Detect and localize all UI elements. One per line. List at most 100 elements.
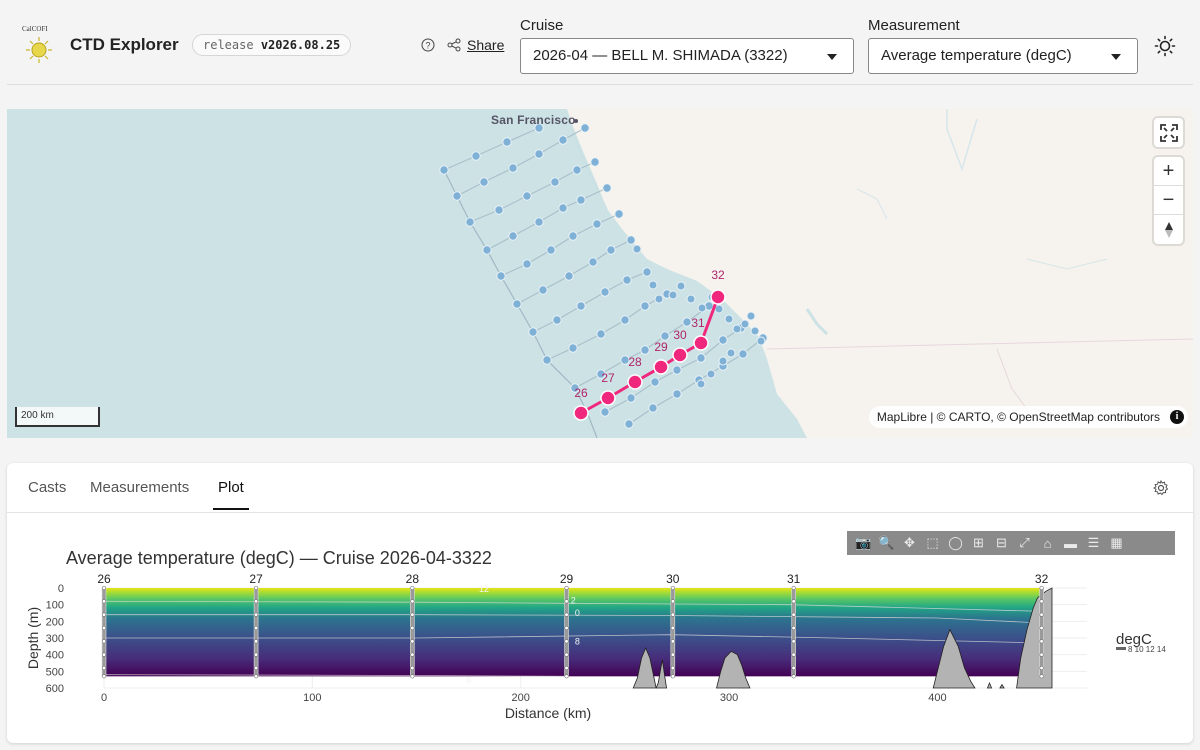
zoom-icon[interactable]: 🔍 xyxy=(878,535,895,550)
zoom-in-button[interactable]: + xyxy=(1154,157,1183,186)
station-marker[interactable] xyxy=(632,244,642,254)
station-marker[interactable] xyxy=(740,319,750,329)
station-marker[interactable] xyxy=(620,355,630,365)
measurement-select[interactable]: Average temperature (degC) xyxy=(868,38,1138,74)
station-marker[interactable] xyxy=(738,349,748,359)
station-marker[interactable] xyxy=(494,205,504,215)
station-marker[interactable] xyxy=(522,259,532,269)
station-points[interactable] xyxy=(439,123,768,429)
selected-station-marker[interactable] xyxy=(653,359,669,375)
station-marker[interactable] xyxy=(756,336,766,346)
station-marker[interactable] xyxy=(696,379,706,389)
station-marker[interactable] xyxy=(568,343,578,353)
station-marker[interactable] xyxy=(538,285,548,295)
selected-transect[interactable]: 26 27 28 29 30 31 32 xyxy=(573,268,726,421)
station-marker[interactable] xyxy=(471,151,481,161)
station-marker[interactable] xyxy=(724,314,734,324)
fullscreen-icon[interactable] xyxy=(1154,118,1183,147)
station-marker[interactable] xyxy=(508,231,518,241)
temperature-heatmap[interactable] xyxy=(104,588,1042,677)
station-marker[interactable] xyxy=(502,137,512,147)
station-marker[interactable] xyxy=(746,311,756,321)
station-marker[interactable] xyxy=(496,271,506,281)
station-marker[interactable] xyxy=(606,245,616,255)
station-marker[interactable] xyxy=(546,245,556,255)
station-marker[interactable] xyxy=(452,191,462,201)
selected-station-marker[interactable] xyxy=(627,374,643,390)
station-marker[interactable] xyxy=(596,329,606,339)
station-marker[interactable] xyxy=(580,123,590,133)
station-marker[interactable] xyxy=(620,315,630,325)
hover-compare-icon[interactable]: ☰ xyxy=(1087,535,1100,550)
station-marker[interactable] xyxy=(718,335,728,345)
gear-icon[interactable] xyxy=(1153,480,1169,496)
station-marker[interactable] xyxy=(648,403,658,413)
station-marker[interactable] xyxy=(600,407,610,417)
station-marker[interactable] xyxy=(552,315,562,325)
station-marker[interactable] xyxy=(590,157,600,167)
lasso-select-icon[interactable]: ◯ xyxy=(948,535,963,550)
tab-casts[interactable]: Casts xyxy=(28,479,67,496)
station-marker[interactable] xyxy=(482,245,492,255)
station-marker[interactable] xyxy=(596,369,606,379)
selected-station-marker[interactable] xyxy=(693,335,709,351)
station-marker[interactable] xyxy=(714,304,724,314)
cruise-select[interactable]: 2026-04 — BELL M. SHIMADA (3322) xyxy=(520,38,854,74)
station-marker[interactable] xyxy=(660,331,670,341)
station-marker[interactable] xyxy=(588,257,598,267)
selected-station-marker[interactable] xyxy=(600,390,616,406)
station-marker[interactable] xyxy=(550,177,560,187)
zoom-out-button[interactable]: − xyxy=(1154,186,1183,215)
station-marker[interactable] xyxy=(614,209,624,219)
station-marker[interactable] xyxy=(592,219,602,229)
station-marker[interactable] xyxy=(602,183,612,193)
info-icon[interactable]: i xyxy=(1170,410,1184,424)
station-marker[interactable] xyxy=(676,281,686,291)
station-marker[interactable] xyxy=(732,324,742,334)
station-marker[interactable] xyxy=(726,348,736,358)
navigation-control[interactable]: + − xyxy=(1154,157,1183,244)
station-marker[interactable] xyxy=(672,389,682,399)
zoom-out-icon[interactable]: ⊟ xyxy=(996,535,1007,550)
autoscale-icon[interactable]: ⤢ xyxy=(1019,535,1030,550)
station-marker[interactable] xyxy=(650,377,660,387)
station-marker[interactable] xyxy=(558,135,568,145)
station-marker[interactable] xyxy=(642,267,652,277)
zoom-in-icon[interactable]: ⊞ xyxy=(973,535,984,550)
station-marker[interactable] xyxy=(668,290,678,300)
pan-icon[interactable]: ✥ xyxy=(904,535,915,550)
station-marker[interactable] xyxy=(672,365,682,375)
station-marker[interactable] xyxy=(654,294,664,304)
tab-plot[interactable]: Plot xyxy=(213,479,249,510)
station-marker[interactable] xyxy=(572,165,582,175)
hover-closest-icon[interactable]: ▬ xyxy=(1064,535,1077,551)
station-layer[interactable]: 26 27 28 29 30 31 32 xyxy=(7,109,1193,438)
station-map[interactable]: 26 27 28 29 30 31 32 San Francisco + − 200 km … xyxy=(7,109,1193,438)
station-marker[interactable] xyxy=(576,301,586,311)
help-icon[interactable]: ? xyxy=(421,38,435,52)
selected-station-marker[interactable] xyxy=(710,289,726,305)
theme-toggle-icon[interactable] xyxy=(1154,35,1176,57)
station-marker[interactable] xyxy=(626,235,636,245)
selected-station-marker[interactable] xyxy=(573,405,589,421)
station-marker[interactable] xyxy=(686,294,696,304)
station-marker[interactable] xyxy=(558,203,568,213)
station-marker[interactable] xyxy=(479,177,489,187)
station-marker[interactable] xyxy=(696,353,706,363)
station-marker[interactable] xyxy=(718,356,728,366)
station-marker[interactable] xyxy=(522,191,532,201)
station-marker[interactable] xyxy=(648,280,658,290)
box-select-icon[interactable]: ⬚ xyxy=(926,535,939,550)
station-marker[interactable] xyxy=(640,345,650,355)
camera-icon[interactable]: 📷 xyxy=(855,535,872,550)
share-button[interactable]: Share xyxy=(447,37,504,53)
station-marker[interactable] xyxy=(439,165,449,175)
station-marker[interactable] xyxy=(622,275,632,285)
selected-station-marker[interactable] xyxy=(672,347,688,363)
station-marker[interactable] xyxy=(576,195,586,205)
station-marker[interactable] xyxy=(706,369,716,379)
station-marker[interactable] xyxy=(534,217,544,227)
station-marker[interactable] xyxy=(534,123,544,133)
station-marker[interactable] xyxy=(682,317,692,327)
